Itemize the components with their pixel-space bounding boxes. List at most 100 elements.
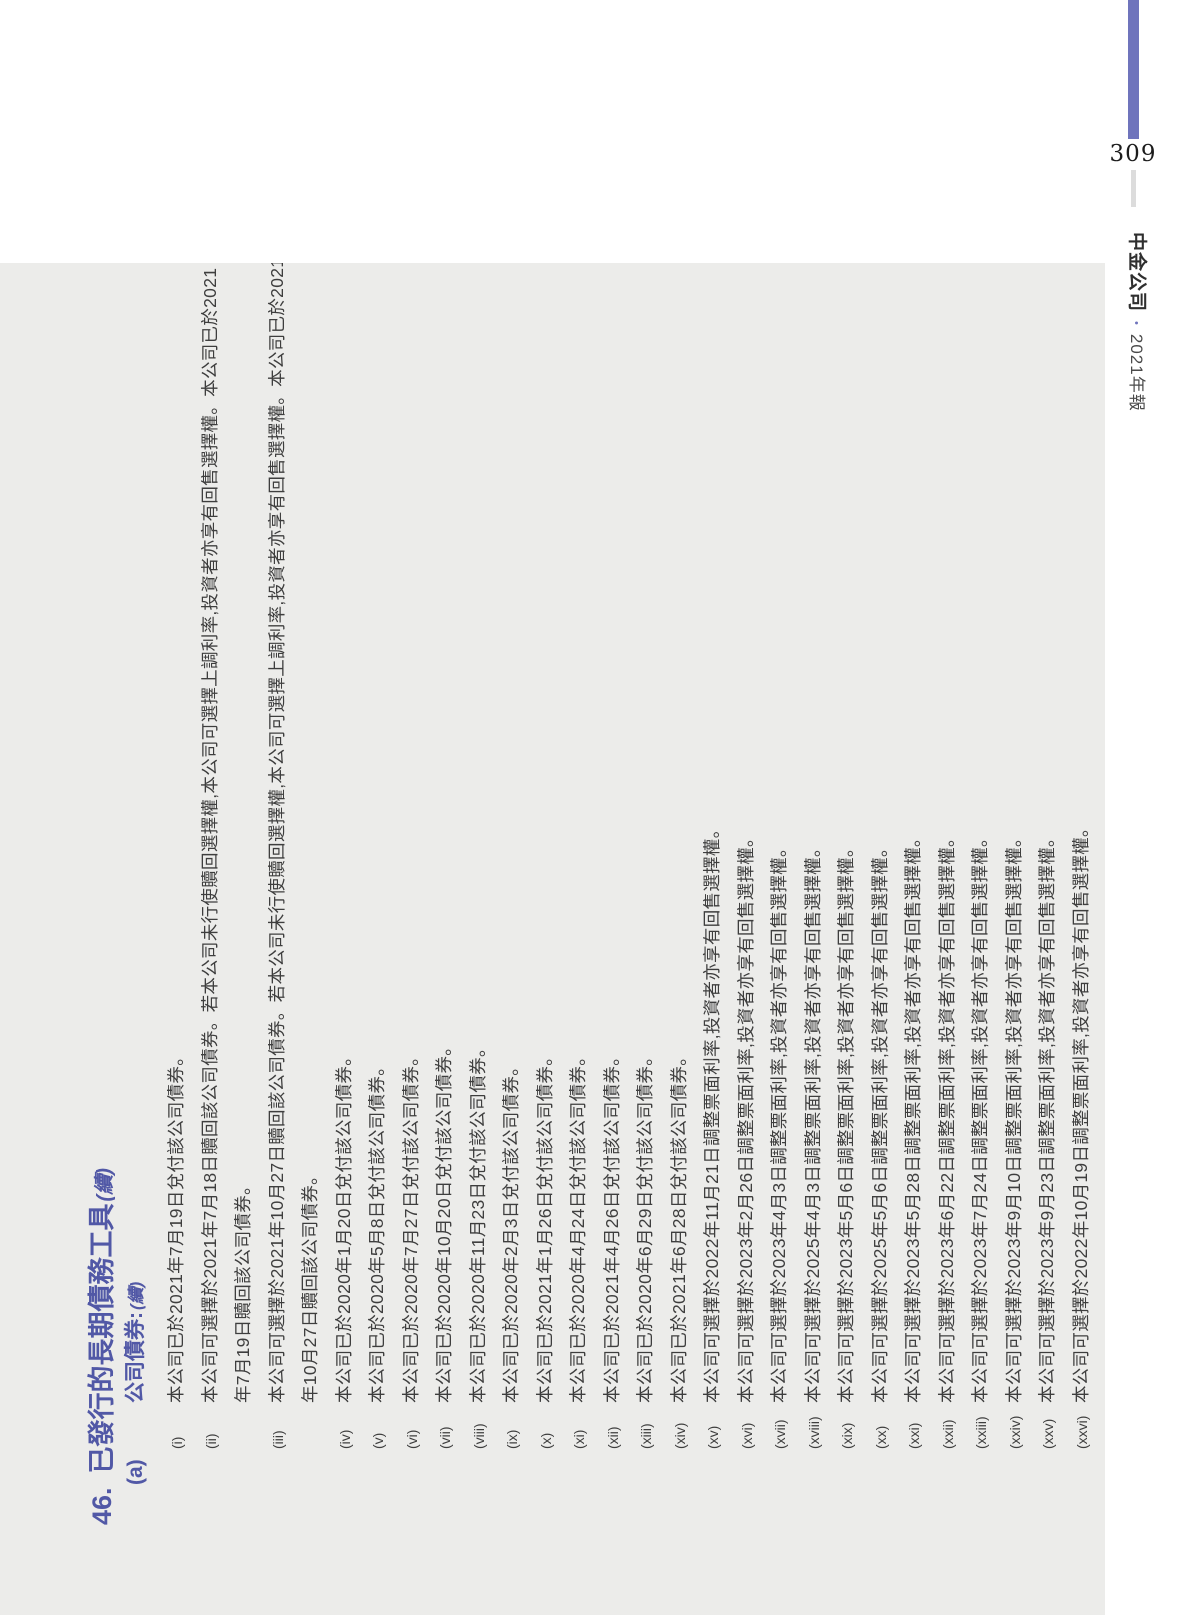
item-text: 本公司可選擇於2025年4月3日調整票面利率,投資者亦享有回售選擇權。 [802,839,823,1403]
list-item-line: (xvii) 本公司可選擇於2023年4月3日調整票面利率,投資者亦享有回售選擇權… [766,263,800,1449]
list-item-line: (xxi) 本公司可選擇於2023年5月28日調整票面利率,投資者亦享有回售選擇權… [900,263,934,1449]
item-text: 本公司已於2020年2月3日兌付該公司債券。 [501,1058,521,1403]
list-item-line: (xiv) 本公司已於2021年6月28日兌付該公司債券。 [666,263,700,1449]
list-item-line: (xix) 本公司可選擇於2023年5月6日調整票面利率,投資者亦享有回售選擇權。 [833,263,867,1449]
list-item-line: (v) 本公司已於2020年5月8日兌付該公司債券。 [364,263,398,1449]
list-item-line: (xxiv) 本公司可選擇於2023年9月10日調整票面利率,投資者亦享有回售選擇… [1001,263,1035,1449]
item-label: (xxii) [939,1419,956,1449]
list-item-line: 年10月27日贖回該公司債券。 [297,263,331,1449]
item-text: 本公司可選擇於2023年6月22日調整票面利率,投資者亦享有回售選擇權。 [936,829,957,1403]
section-number: 46. [87,1487,117,1525]
list-item-line: (xxv) 本公司可選擇於2023年9月23日調整票面利率,投資者亦享有回售選擇權… [1034,263,1068,1449]
item-label: (ix) [504,1429,520,1449]
item-label: (xiii) [638,1423,654,1449]
item-label: (iv) [336,1429,353,1449]
item-label: (xxiii) [973,1416,989,1449]
item-label: (i) [169,1436,185,1449]
item-text: 本公司已於2020年5月8日兌付該公司債券。 [367,1058,387,1403]
item-text: 本公司可選擇於2022年11月21日調整票面利率,投資者亦享有回售選擇權。 [702,820,722,1403]
list-item-line: (ix) 本公司已於2020年2月3日兌付該公司債券。 [498,263,532,1449]
brand-company: 中金公司 [1126,232,1147,313]
item-text: 本公司已於2021年1月26日兌付該公司債券。 [534,1047,555,1403]
item-text: 本公司可選擇於2023年7月24日調整票面利率,投資者亦享有回售選擇權。 [970,829,990,1403]
item-text: 本公司可選擇於2023年5月28日調整票面利率,投資者亦享有回售選擇權。 [903,829,923,1403]
item-label: (xxv) [1040,1418,1056,1449]
list-item-line: (vi) 本公司已於2020年7月27日兌付該公司債券。 [398,263,432,1449]
section-title: 已發行的長期債務工具 [87,1203,117,1474]
list-item-line: (xv) 本公司可選擇於2022年11月21日調整票面利率,投資者亦享有回售選擇權… [699,263,733,1449]
item-text: 本公司已於2021年7月19日兌付該公司債券。 [166,1047,186,1403]
page-number: 309 [1109,141,1157,167]
list-item-line: (vii) 本公司已於2020年10月20日兌付該公司債券。 [431,263,465,1449]
item-label: (xvi) [738,1422,755,1449]
item-text: 本公司可選擇於2021年10月27日贖回該公司債券。若本公司未行使贖回選擇權,本… [266,263,287,1403]
list-item-line: (xx) 本公司可選擇於2025年5月6日調整票面利率,投資者亦享有回售選擇權。 [867,263,901,1449]
brand-separator-dot: • [1130,321,1142,325]
section-continued-marker: (續) [94,1168,116,1202]
item-label: (xxvi) [1073,1415,1090,1449]
item-text: 本公司可選擇於2025年5月6日調整票面利率,投資者亦享有回售選擇權。 [869,839,890,1403]
item-label: (xxiv) [1006,1415,1023,1449]
list-item-line: (iii) 本公司可選擇於2021年10月27日贖回該公司債券。若本公司未行使贖回… [264,263,298,1449]
item-label: (ii) [202,1433,219,1449]
item-label: (xi) [571,1429,587,1449]
item-text: 本公司已於2020年4月24日兌付該公司債券。 [568,1047,588,1403]
list-item-line: (xvi) 本公司可選擇於2023年2月26日調整票面利率,投資者亦享有回售選擇權… [733,263,767,1449]
item-text: 本公司已於2020年11月23日兌付該公司債券。 [467,1039,488,1403]
item-label: (vi) [403,1429,420,1449]
item-text: 本公司可選擇於2023年9月23日調整票面利率,投資者亦享有回售選擇權。 [1037,829,1057,1403]
item-text: 本公司可選擇於2023年2月26日調整票面利率,投資者亦享有回售選擇權。 [735,829,756,1403]
content-panel: 46.已發行的長期債務工具(續) (a)公司債券:(續) (i) 本公司已於202… [0,263,1105,1615]
item-label: (iii) [269,1430,286,1449]
item-text: 本公司已於2020年6月29日兌付該公司債券。 [635,1047,655,1403]
item-text: 本公司已於2020年7月27日兌付該公司債券。 [400,1047,421,1403]
brand-footer: 中金公司 • 2021年報 [1123,232,1149,412]
item-label: (x) [537,1432,554,1449]
list-item-line: (xviii) 本公司可選擇於2025年4月3日調整票面利率,投資者亦享有回售選擇… [800,263,834,1449]
bond-item-list: (i) 本公司已於2021年7月19日兌付該公司債券。 (ii) 本公司可選擇於202… [163,263,1101,1449]
list-item-line: (xxiii) 本公司可選擇於2023年7月24日調整票面利率,投資者亦享有回售選… [967,263,1001,1449]
item-label: (xiv) [671,1422,688,1449]
list-item-line: (xiii) 本公司已於2020年6月29日兌付該公司債券。 [632,263,666,1449]
subsection-continued-marker: (續) [127,1281,146,1310]
item-label: (v) [370,1432,386,1449]
item-text: 本公司已於2020年10月20日兌付該公司債券。 [434,1037,454,1403]
item-text: 本公司已於2020年1月20日兌付該公司債券。 [333,1047,354,1403]
list-item-line: (xii) 本公司已於2021年4月26日兌付該公司債券。 [599,263,633,1449]
accent-bar [1128,0,1139,139]
item-label: (viii) [470,1423,487,1449]
item-label: (xix) [839,1422,855,1449]
list-item-line: (xi) 本公司已於2020年4月24日兌付該公司債券。 [565,263,599,1449]
list-item-line: (viii) 本公司已於2020年11月23日兌付該公司債券。 [465,263,499,1449]
subsection-label: (a) [124,1459,147,1485]
item-label: (xx) [872,1425,889,1449]
item-text: 本公司可選擇於2022年10月19日調整票面利率,投資者亦享有回售選擇權。 [1070,819,1091,1403]
section-heading: 46. 已發行的長期債務工具(續) [80,1168,119,1525]
list-item-line: 年7月19日贖回該公司債券。 [230,263,264,1449]
list-item-line: (iv) 本公司已於2020年1月20日兌付該公司債券。 [331,263,365,1449]
item-text: 本公司可選擇於2023年4月3日調整票面利率,投資者亦享有回售選擇權。 [769,839,789,1403]
item-label: (xii) [604,1426,621,1449]
item-label: (xviii) [805,1416,822,1449]
item-label: (xxi) [906,1422,922,1449]
item-text: 本公司已於2021年6月28日兌付該公司債券。 [668,1047,689,1403]
subsection-title: 公司債券: [124,1312,147,1403]
item-text: 本公司可選擇於2023年9月10日調整票面利率,投資者亦享有回售選擇權。 [1003,829,1024,1403]
list-item-line: (ii) 本公司可選擇於2021年7月18日贖回該公司債券。若本公司未行使贖回選擇… [197,263,231,1449]
brand-edition: 2021年報 [1127,333,1146,412]
page-number-divider [1131,170,1136,207]
item-label: (vii) [437,1426,453,1449]
list-item-line: (xxii) 本公司可選擇於2023年6月22日調整票面利率,投資者亦享有回售選擇… [934,263,968,1449]
item-text: 本公司可選擇於2021年7月18日贖回該公司債券。若本公司未行使贖回選擇權,本公… [199,267,220,1403]
item-text: 年7月19日贖回該公司債券。 [233,1177,253,1403]
item-text: 本公司已於2021年4月26日兌付該公司債券。 [601,1047,622,1403]
item-label: (xv) [705,1425,721,1449]
list-item-line: (xxvi) 本公司可選擇於2022年10月19日調整票面利率,投資者亦享有回售選… [1068,263,1102,1449]
subsection-heading: (a) 公司債券: (續) [119,1282,149,1485]
list-item-line: (i) 本公司已於2021年7月19日兌付該公司債券。 [163,263,197,1449]
item-text: 年10月27日贖回該公司債券。 [300,1167,320,1403]
item-label: (xvii) [772,1419,788,1449]
item-text: 本公司可選擇於2023年5月6日調整票面利率,投資者亦享有回售選擇權。 [836,839,856,1403]
list-item-line: (x) 本公司已於2021年1月26日兌付該公司債券。 [532,263,566,1449]
